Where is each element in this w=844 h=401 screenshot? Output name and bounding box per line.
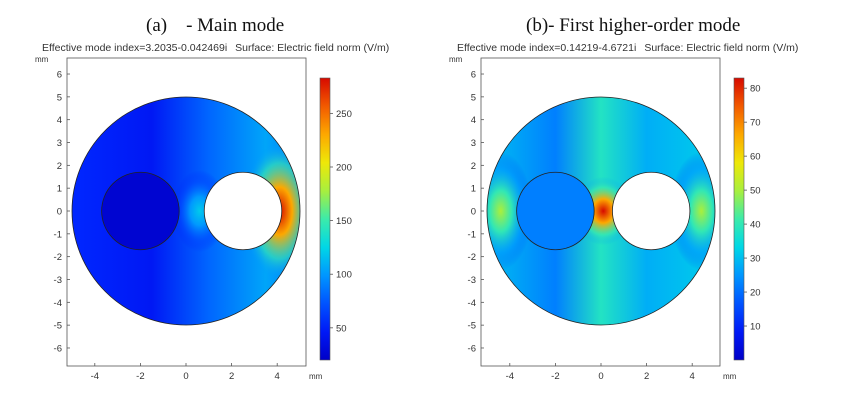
- dielectric-rod: [516, 171, 595, 251]
- colorbar-tick-label: 150: [336, 216, 352, 227]
- y-tick-label: -5: [54, 321, 62, 332]
- y-tick-label: 2: [471, 161, 476, 172]
- x-tick-label: -4: [506, 371, 514, 382]
- x-tick-label: 2: [644, 371, 649, 382]
- caption-main-mode: (a) - Main mode: [146, 15, 285, 36]
- colorbar-tick-label: 200: [336, 162, 352, 173]
- plot-a-subtitle: Surface: Electric field norm (V/m): [235, 42, 390, 54]
- y-tick-label: 0: [471, 207, 476, 218]
- y-tick-label: -5: [468, 321, 476, 332]
- x-axis-unit: mm: [309, 372, 323, 381]
- y-tick-label: 1: [471, 184, 476, 195]
- plot-b-header: Effective mode index=0.14219-4.6721i Surf…: [457, 42, 798, 54]
- y-tick-label: 3: [57, 138, 62, 149]
- x-tick-label: 2: [229, 371, 234, 382]
- colorbar-tick-label: 80: [750, 84, 761, 95]
- y-tick-label: 4: [57, 115, 62, 126]
- plot-a-main-mode: -4 -2 0 2 4 mm 6 5 4 3 2 1 0 -1 -2 -3 -4 -5 -6 mm 50 100 150 20…: [35, 55, 352, 382]
- colorbar-tick-label: 100: [336, 270, 352, 281]
- x-tick-label: -4: [91, 371, 99, 382]
- plot-a-title: Effective mode index=3.2035-0.042469i: [42, 42, 228, 54]
- y-tick-label: 6: [57, 70, 62, 81]
- y-tick-label: 2: [57, 161, 62, 172]
- y-axis-unit: mm: [35, 55, 49, 64]
- outer-boundary: [486, 96, 716, 326]
- colorbar-tick-label: 70: [750, 118, 761, 129]
- y-tick-label: -6: [54, 343, 62, 354]
- colorbar-tick-label: 60: [750, 152, 761, 163]
- outer-boundary: [71, 96, 301, 326]
- plot-b-title: Effective mode index=0.14219-4.6721i: [457, 42, 637, 54]
- dielectric-rod: [101, 171, 180, 251]
- axes-frame: [66, 57, 307, 367]
- colorbar-tick-label: 50: [750, 186, 761, 197]
- colorbar: [733, 77, 745, 361]
- x-axis-unit: mm: [723, 372, 737, 381]
- field-hotspot: [487, 151, 533, 271]
- x-tick-label: -2: [551, 371, 559, 382]
- y-tick-label: -6: [468, 343, 476, 354]
- colorbar-tick-label: 30: [750, 254, 761, 265]
- y-tick-label: -2: [468, 252, 476, 263]
- colorbar-tick-label: 10: [750, 322, 761, 333]
- colorbar-tick-label: 250: [336, 109, 352, 120]
- y-tick-label: -4: [468, 298, 476, 309]
- plot-b-subtitle: Surface: Electric field norm (V/m): [644, 42, 799, 54]
- colorbar-tick-label: 40: [750, 220, 761, 231]
- axes-frame: [480, 57, 721, 367]
- y-tick-label: 1: [57, 184, 62, 195]
- field-map: [487, 97, 715, 325]
- hole-region: [611, 171, 691, 251]
- y-tick-label: -2: [54, 252, 62, 263]
- x-tick-label: 0: [598, 371, 603, 382]
- colorbar-tick-label: 20: [750, 288, 761, 299]
- y-tick-label: 0: [57, 207, 62, 218]
- y-tick-label: -1: [468, 229, 476, 240]
- y-tick-label: -3: [54, 275, 62, 286]
- y-tick-label: 5: [57, 92, 62, 103]
- caption-higher-order-mode: (b)- First higher-order mode: [526, 15, 741, 36]
- x-tick-label: 4: [275, 371, 280, 382]
- y-axis-unit: mm: [449, 55, 463, 64]
- field-hotspot: [669, 151, 715, 271]
- y-tick-label: 6: [471, 70, 476, 81]
- x-tick-label: -2: [136, 371, 144, 382]
- y-tick-label: 3: [471, 138, 476, 149]
- y-tick-label: 5: [471, 92, 476, 103]
- x-tick-label: 4: [690, 371, 695, 382]
- x-tick-label: 0: [183, 371, 188, 382]
- y-tick-label: -3: [468, 275, 476, 286]
- y-tick-label: -4: [54, 298, 62, 309]
- hole-region: [203, 171, 283, 251]
- plot-a-header: Effective mode index=3.2035-0.042469i Sur…: [42, 42, 389, 54]
- y-tick-label: -1: [54, 229, 62, 240]
- colorbar: [319, 77, 331, 361]
- colorbar-tick-label: 50: [336, 323, 347, 334]
- y-tick-label: 4: [471, 115, 476, 126]
